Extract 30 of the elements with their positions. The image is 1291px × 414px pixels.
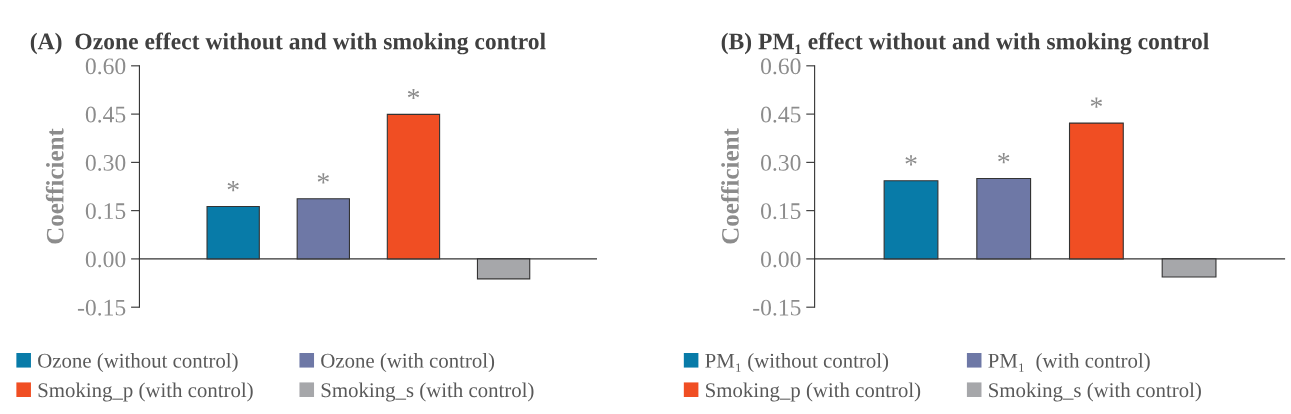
y-tick-label: 0.15 [85, 203, 126, 220]
y-tick-label: 0.00 [85, 251, 126, 268]
legend-label: Smoking_p (with control) [38, 382, 253, 402]
y-tick-label: 0.60 [85, 58, 126, 75]
data-label: * [1090, 97, 1103, 108]
data-label: * [317, 173, 329, 184]
chart-title: (A) Ozone effect without and with smoking control [30, 32, 546, 55]
y-tick-label: 0.30 [85, 154, 126, 171]
legend-label: Smoking_s (with control) [989, 382, 1201, 402]
legend-label: Smoking_p (with control) [706, 382, 921, 402]
y-tick-label: 0.45 [761, 106, 801, 123]
y-tick-label: 0.00 [761, 251, 801, 268]
y-tick-label: -0.15 [77, 299, 126, 316]
data-label: * [905, 155, 917, 166]
legend-label: PM₁ (with control) [988, 353, 1150, 372]
y-tick-label: 0.60 [761, 58, 801, 75]
legend-label: Smoking_s (with control) [321, 382, 534, 402]
data-label: * [998, 152, 1010, 164]
y-axis-title: Coefficient [45, 128, 64, 244]
data-label: * [227, 180, 239, 192]
legend-label: Ozone (with control) [321, 353, 495, 372]
y-tick-label: 0.15 [761, 203, 801, 220]
legend-label: Ozone (without control) [38, 353, 238, 372]
chart-title: (B) PM₁ effect without and with smoking control [721, 32, 1209, 55]
legend-label: PM₁ (without control) [705, 353, 889, 372]
y-tick-label: 0.45 [85, 106, 126, 123]
y-tick-label: -0.15 [753, 299, 801, 316]
y-tick-label: 0.30 [761, 154, 801, 171]
data-label: * [407, 88, 420, 100]
y-axis-title: Coefficient [720, 128, 739, 244]
